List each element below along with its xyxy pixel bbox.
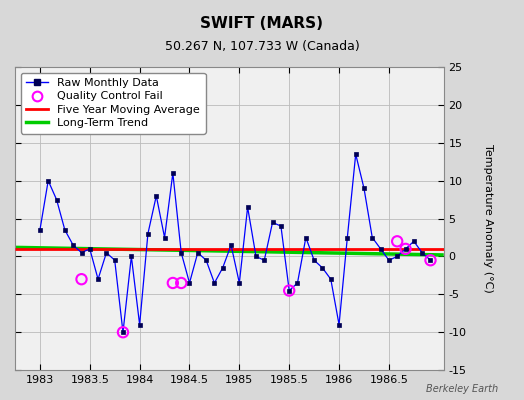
Y-axis label: Temperature Anomaly (°C): Temperature Anomaly (°C): [483, 144, 493, 293]
Point: [78, 276, 86, 282]
Text: SWIFT (MARS): SWIFT (MARS): [201, 16, 323, 31]
Point: [177, 280, 185, 286]
Text: 50.267 N, 107.733 W (Canada): 50.267 N, 107.733 W (Canada): [165, 40, 359, 53]
Point: [285, 287, 293, 294]
Legend: Raw Monthly Data, Quality Control Fail, Five Year Moving Average, Long-Term Tren: Raw Monthly Data, Quality Control Fail, …: [20, 72, 205, 134]
Point: [401, 246, 410, 252]
Point: [169, 280, 177, 286]
Point: [427, 257, 435, 264]
Text: Berkeley Earth: Berkeley Earth: [425, 384, 498, 394]
Point: [119, 329, 127, 336]
Point: [393, 238, 401, 244]
